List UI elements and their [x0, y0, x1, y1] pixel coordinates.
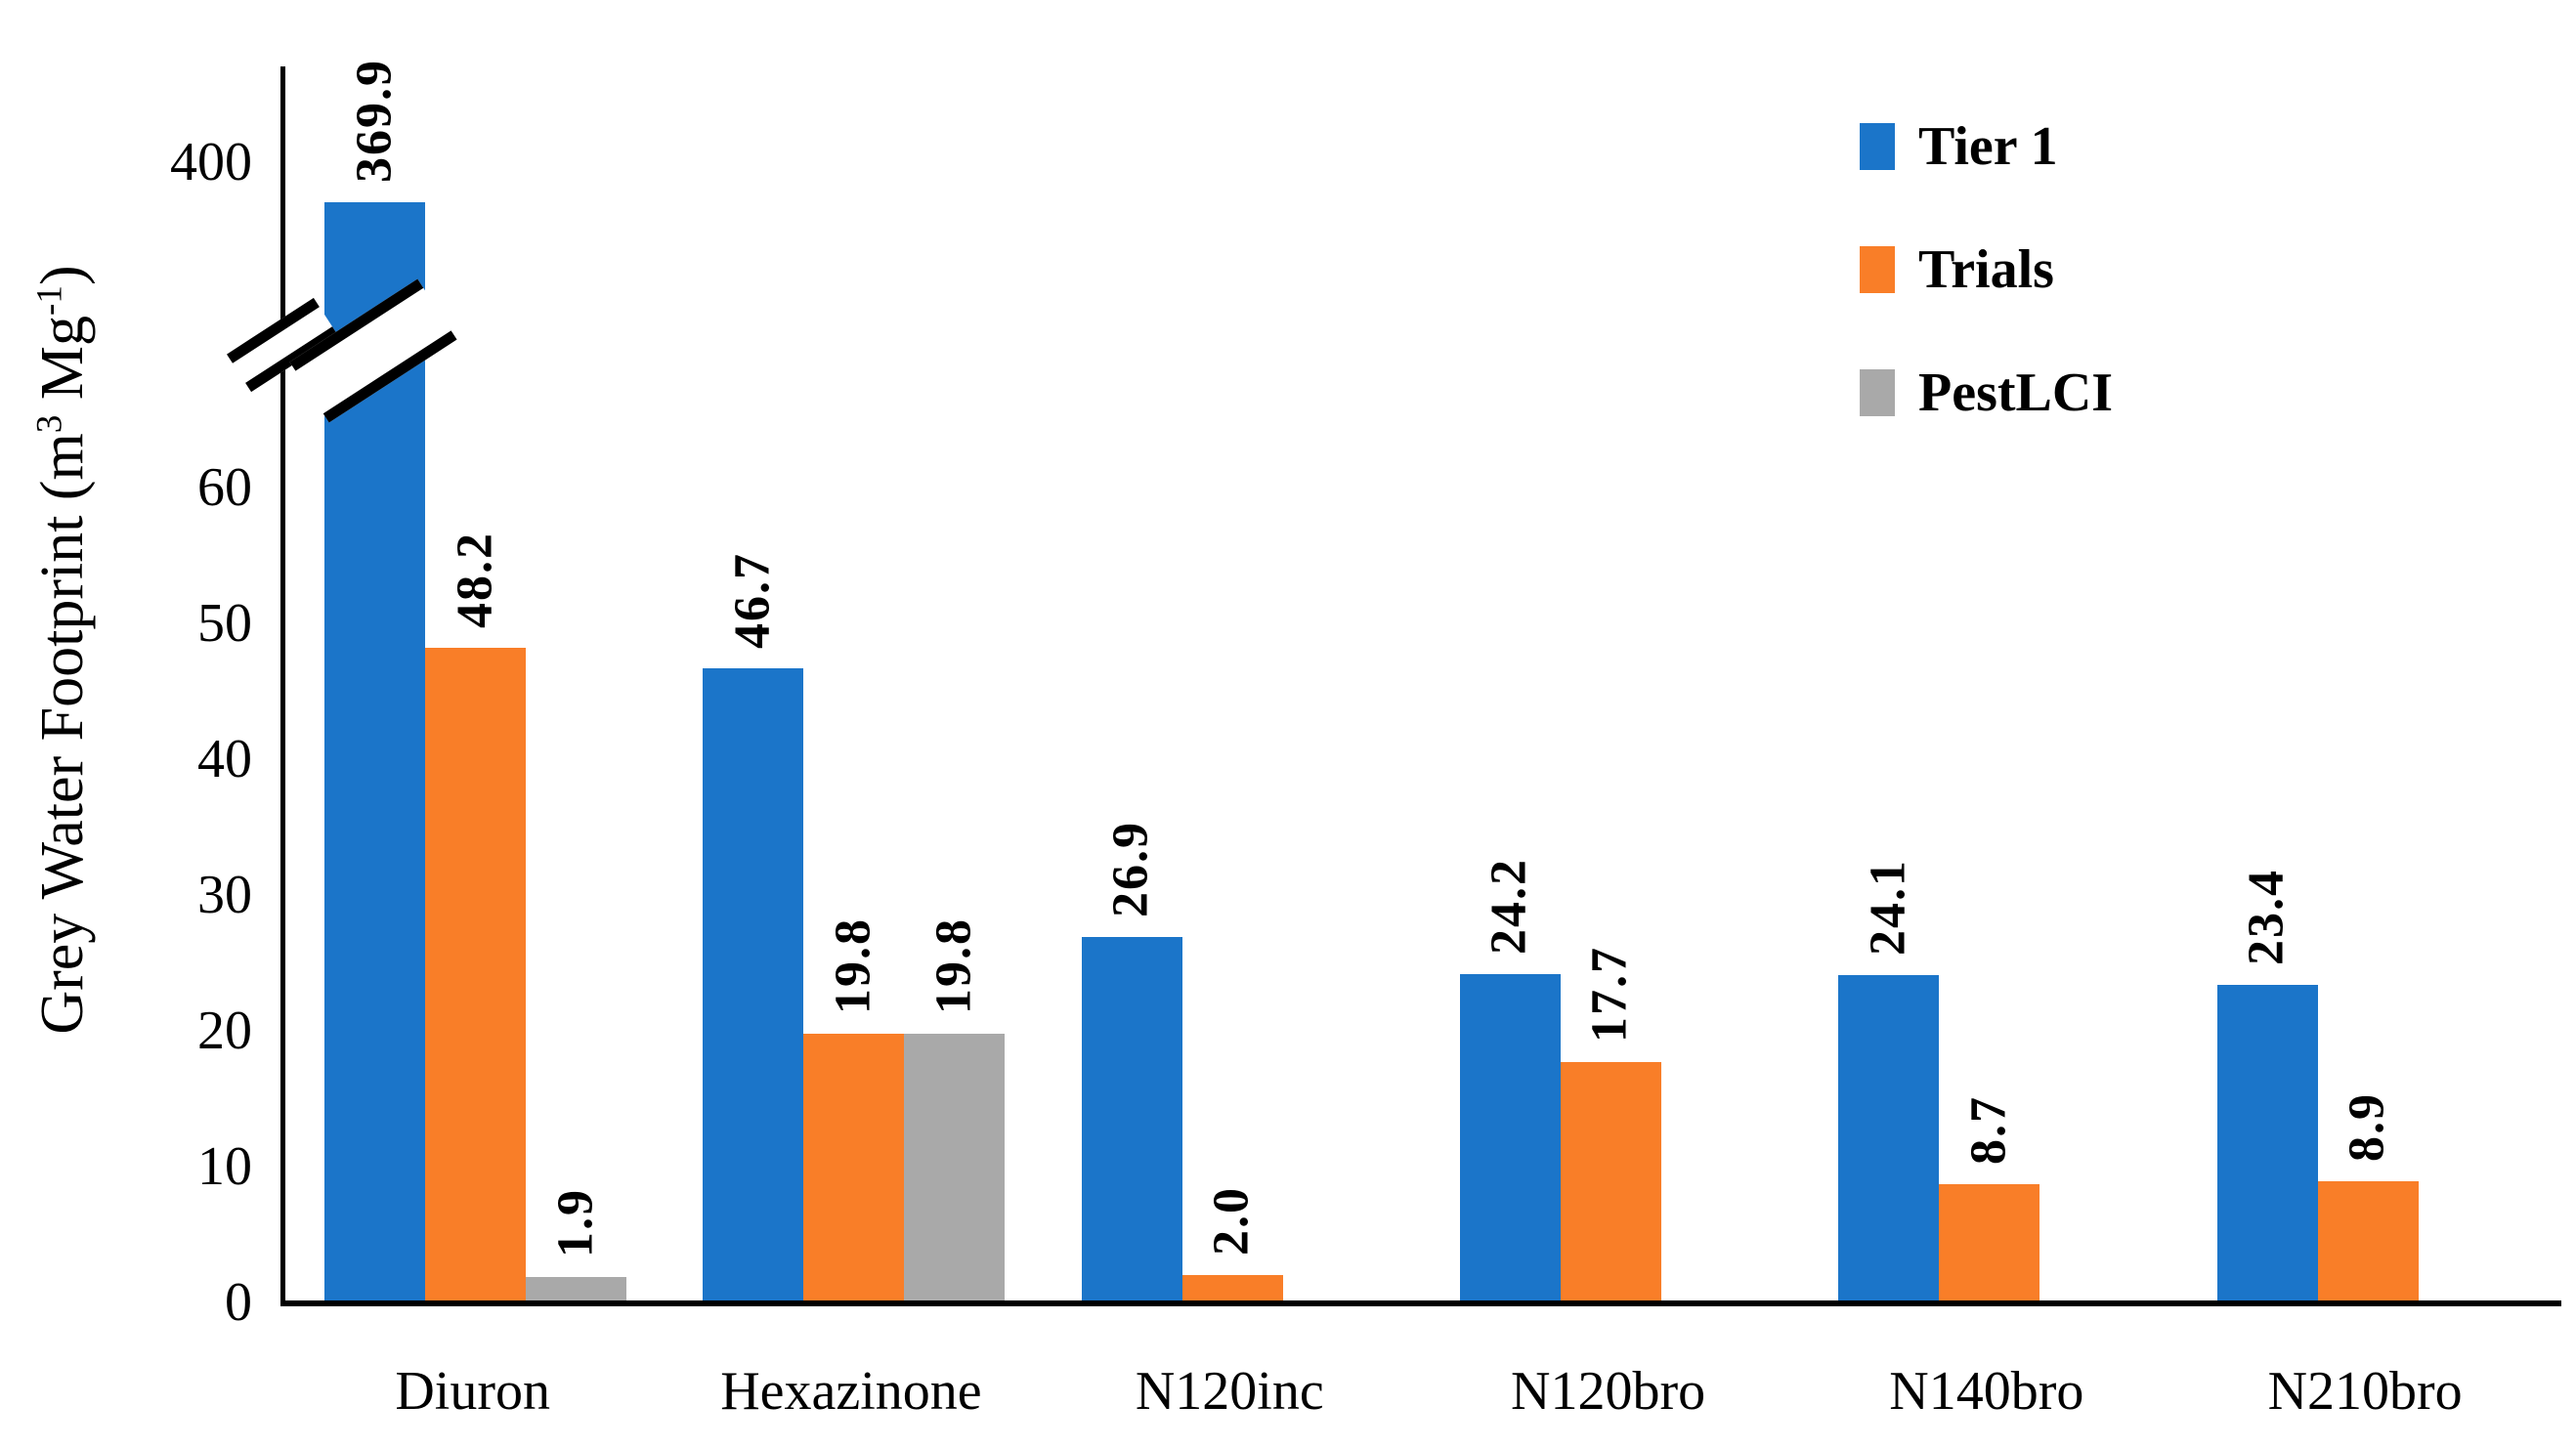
- legend-item-label: Tier 1: [1918, 116, 2058, 177]
- value-label-trials-n120bro: 17.7: [1582, 945, 1639, 1043]
- bar-trials-n120bro: [1560, 1061, 1661, 1305]
- legend-item-trials: Trials: [1860, 239, 2113, 300]
- bar-tier-1-n120bro: [1459, 973, 1561, 1305]
- bar-trials-hexazinone: [803, 1033, 905, 1305]
- bar-trials-n120inc: [1181, 1275, 1283, 1305]
- y-axis-tick-label: 50: [197, 593, 252, 654]
- value-label-tier-1-n140bro: 24.1: [1860, 859, 1916, 957]
- bar-tier-1-n210bro: [2216, 984, 2318, 1305]
- bar-trials-n210bro: [2317, 1181, 2419, 1305]
- y-axis-tick-label: 20: [197, 1001, 252, 1061]
- y-axis-tick-label: 40: [197, 729, 252, 789]
- y-axis-tick-label: 60: [197, 457, 252, 518]
- x-axis-category-label-n140bro: N140bro: [1889, 1361, 2084, 1422]
- value-label-pestlci-hexazinone: 19.8: [925, 916, 982, 1014]
- bar-tier-1-hexazinone: [703, 667, 804, 1305]
- value-label-tier-1-diuron: 369.9: [346, 59, 403, 183]
- legend-item-pestlci: PestLCI: [1860, 362, 2114, 423]
- legend: Tier 1 Trials PestLCI: [1860, 116, 2114, 423]
- x-axis-category-label-n120inc: N120inc: [1135, 1361, 1324, 1422]
- legend-item-tier-1: Tier 1: [1860, 116, 2113, 177]
- value-label-tier-1-n210bro: 23.4: [2238, 868, 2295, 965]
- value-label-tier-1-n120inc: 26.9: [1102, 821, 1159, 918]
- bar-tier-1-n140bro: [1838, 975, 1940, 1305]
- value-label-trials-hexazinone: 19.8: [825, 916, 881, 1014]
- bar-trials-diuron: [425, 648, 526, 1305]
- bar-trials-n140bro: [1939, 1184, 2040, 1305]
- y-axis-tick-label: 30: [197, 865, 252, 925]
- y-axis-tick-label: 400: [170, 132, 252, 192]
- value-label-trials-n140bro: 8.7: [1960, 1095, 2017, 1166]
- legend-item-label: Trials: [1918, 239, 2054, 300]
- value-label-trials-n210bro: 8.9: [2339, 1092, 2395, 1163]
- legend-swatch-tier-1: [1860, 123, 1895, 170]
- x-axis-category-label-n210bro: N210bro: [2267, 1361, 2463, 1422]
- legend-item-label: PestLCI: [1918, 362, 2114, 423]
- value-label-trials-diuron: 48.2: [447, 532, 503, 629]
- legend-swatch-pestlci: [1860, 369, 1895, 416]
- value-label-pestlci-diuron: 1.9: [547, 1187, 604, 1257]
- value-label-trials-n120inc: 2.0: [1203, 1186, 1260, 1256]
- bar-tier-1-n120inc: [1081, 937, 1182, 1305]
- x-axis-category-label-n120bro: N120bro: [1511, 1361, 1706, 1422]
- x-axis-category-label-diuron: Diuron: [395, 1361, 550, 1422]
- y-axis-tick-label: 0: [225, 1272, 252, 1333]
- bar-pestlci-hexazinone: [904, 1033, 1006, 1305]
- value-label-tier-1-hexazinone: 46.7: [724, 551, 781, 649]
- x-axis-category-label-hexazinone: Hexazinone: [720, 1361, 982, 1422]
- x-axis-line: [280, 1300, 2561, 1306]
- value-label-tier-1-n120bro: 24.2: [1481, 857, 1538, 955]
- y-axis-line: [280, 66, 285, 1306]
- y-axis-tick-label: 10: [197, 1136, 252, 1197]
- legend-swatch-trials: [1860, 246, 1895, 293]
